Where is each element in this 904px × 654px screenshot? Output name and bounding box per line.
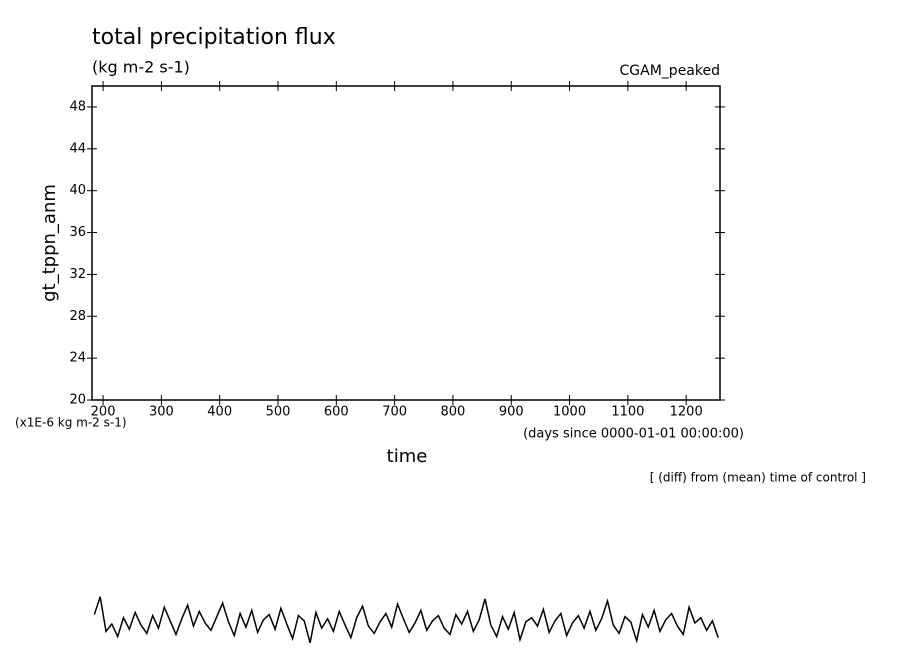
x-tick-label: 700	[382, 405, 407, 420]
x-tick-label: 800	[441, 405, 466, 420]
y-tick-label: 32	[69, 267, 86, 282]
plot-frame	[91, 85, 721, 401]
x-axis-label: time	[387, 446, 428, 467]
annotation: CGAM_peaked	[620, 63, 720, 79]
x-tick-label: 400	[207, 405, 232, 420]
y-tick-label: 24	[69, 351, 86, 366]
x-unit: (days since 0000-01-01 00:00:00)	[523, 427, 744, 442]
y-unit: (x1E-6 kg m-2 s-1)	[15, 416, 127, 430]
y-axis-label: gt_tppn_anm	[39, 184, 60, 302]
x-tick-label: 200	[91, 405, 116, 420]
y-tick-label: 44	[69, 141, 86, 156]
y-tick-label: 28	[69, 309, 86, 324]
line	[93, 596, 719, 644]
x-tick-label: 1000	[553, 405, 586, 420]
x-tick-label: 900	[499, 405, 524, 420]
x-tick-label: 1100	[611, 405, 644, 420]
chart-subtitle: (kg m-2 s-1)	[92, 58, 190, 77]
y-tick-label: 48	[69, 99, 86, 114]
x-tick-label: 300	[149, 405, 174, 420]
y-tick-label: 20	[69, 393, 86, 408]
x-tick-label: 1200	[670, 405, 703, 420]
x-tick-label: 500	[266, 405, 291, 420]
y-tick-label: 40	[69, 183, 86, 198]
chart-title: total precipitation flux	[92, 25, 336, 50]
y-tick-label: 36	[69, 225, 86, 240]
x-tick-label: 600	[324, 405, 349, 420]
note: [ (diff) from (mean) time of control ]	[650, 471, 866, 485]
